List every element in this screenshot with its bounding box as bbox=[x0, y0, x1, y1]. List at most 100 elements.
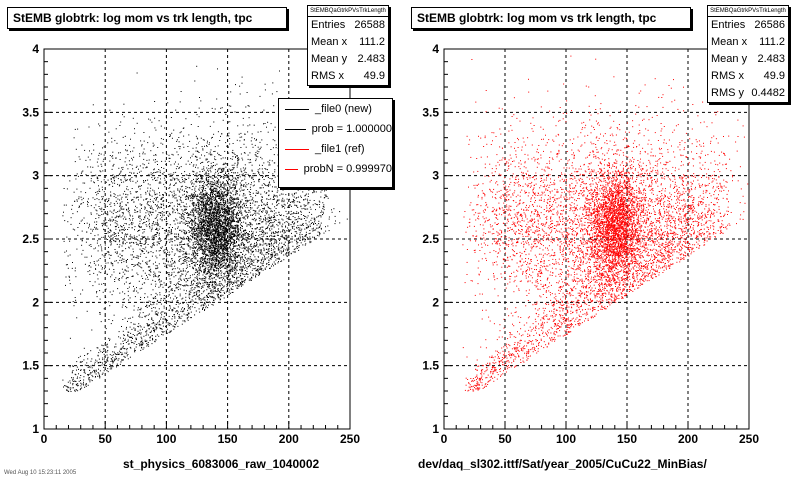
scatter-point bbox=[251, 230, 252, 232]
scatter-point bbox=[205, 276, 207, 278]
scatter-point bbox=[205, 282, 207, 284]
scatter-point bbox=[182, 273, 184, 275]
scatter-point bbox=[311, 222, 313, 223]
scatter-point bbox=[139, 316, 141, 318]
scatter-point bbox=[242, 167, 244, 169]
scatter-point bbox=[106, 354, 108, 356]
scatter-point bbox=[272, 224, 274, 226]
scatter-point bbox=[131, 224, 133, 226]
scatter-point bbox=[288, 241, 290, 243]
scatter-point bbox=[192, 210, 194, 212]
scatter-point bbox=[202, 186, 204, 188]
scatter-point bbox=[196, 196, 198, 197]
scatter-point bbox=[224, 222, 226, 223]
scatter-point bbox=[83, 347, 85, 349]
scatter-point bbox=[292, 199, 294, 200]
scatter-point bbox=[190, 157, 191, 159]
scatter-point bbox=[265, 238, 267, 240]
scatter-point bbox=[156, 327, 158, 329]
scatter-point bbox=[266, 202, 268, 204]
scatter-point bbox=[102, 345, 104, 347]
scatter-point bbox=[131, 222, 133, 223]
scatter-point bbox=[271, 235, 273, 237]
scatter-point bbox=[200, 204, 202, 205]
scatter-point bbox=[137, 196, 139, 198]
scatter-point bbox=[273, 246, 275, 248]
scatter-point bbox=[104, 199, 106, 201]
scatter-point bbox=[294, 213, 296, 214]
scatter-point bbox=[205, 277, 207, 279]
scatter-point bbox=[133, 327, 135, 329]
scatter-point bbox=[200, 305, 202, 307]
scatter-point bbox=[105, 262, 107, 264]
scatter-point bbox=[185, 186, 187, 187]
scatter-point bbox=[111, 156, 113, 158]
scatter-point bbox=[136, 290, 138, 292]
scatter-point bbox=[148, 300, 150, 302]
scatter-point bbox=[218, 216, 220, 217]
scatter-point bbox=[208, 282, 210, 284]
scatter-point bbox=[123, 337, 124, 339]
scatter-point bbox=[270, 210, 272, 212]
scatter-point bbox=[249, 176, 251, 178]
scatter-point bbox=[206, 244, 208, 246]
scatter-point bbox=[119, 159, 121, 160]
scatter-point bbox=[238, 273, 239, 274]
scatter-point bbox=[177, 203, 178, 205]
scatter-point bbox=[151, 121, 153, 123]
scatter-point bbox=[199, 270, 201, 272]
scatter-point bbox=[204, 213, 206, 215]
scatter-point bbox=[196, 114, 198, 116]
scatter-point bbox=[124, 270, 126, 272]
scatter-point bbox=[261, 253, 263, 255]
scatter-point bbox=[90, 244, 92, 246]
scatter-point bbox=[212, 289, 214, 291]
scatter-point bbox=[237, 213, 239, 215]
scatter-point bbox=[114, 182, 116, 184]
scatter-point bbox=[241, 171, 243, 173]
scatter-point bbox=[229, 251, 231, 253]
scatter-point bbox=[230, 241, 232, 243]
scatter-point bbox=[300, 210, 302, 212]
scatter-point bbox=[247, 207, 249, 209]
scatter-point bbox=[162, 203, 164, 205]
scatter-point bbox=[173, 209, 175, 211]
scatter-point bbox=[153, 331, 155, 333]
scatter-point bbox=[81, 230, 83, 232]
scatter-point bbox=[209, 183, 211, 184]
scatter-point bbox=[91, 374, 93, 376]
scatter-point bbox=[124, 338, 126, 340]
scatter-point bbox=[261, 238, 263, 240]
scatter-point bbox=[313, 229, 315, 231]
scatter-point bbox=[204, 208, 206, 209]
scatter-point bbox=[182, 215, 184, 217]
scatter-point bbox=[189, 187, 191, 189]
scatter-point bbox=[273, 180, 275, 182]
scatter-point bbox=[147, 314, 149, 316]
scatter-point bbox=[229, 266, 231, 268]
scatter-point bbox=[202, 170, 204, 172]
scatter-point bbox=[226, 163, 228, 164]
scatter-point bbox=[198, 299, 200, 301]
scatter-point bbox=[221, 229, 223, 231]
scatter-point bbox=[302, 236, 304, 238]
scatter-point bbox=[98, 259, 100, 261]
scatter-point bbox=[237, 197, 239, 199]
scatter-point bbox=[247, 173, 249, 175]
scatter-point bbox=[249, 192, 251, 193]
scatter-point bbox=[137, 274, 139, 276]
scatter-point bbox=[152, 222, 154, 224]
scatter-point bbox=[106, 346, 108, 348]
scatter-point bbox=[194, 272, 196, 274]
scatter-point bbox=[247, 200, 249, 201]
scatter-point bbox=[168, 239, 170, 241]
scatter-point bbox=[196, 228, 198, 230]
scatter-point bbox=[145, 224, 147, 226]
scatter-point bbox=[307, 202, 309, 204]
scatter-point bbox=[122, 291, 124, 293]
scatter-point bbox=[207, 307, 209, 309]
scatter-point bbox=[139, 240, 141, 242]
scatter-point bbox=[203, 183, 205, 185]
scatter-point bbox=[199, 187, 201, 189]
scatter-point bbox=[179, 191, 181, 193]
